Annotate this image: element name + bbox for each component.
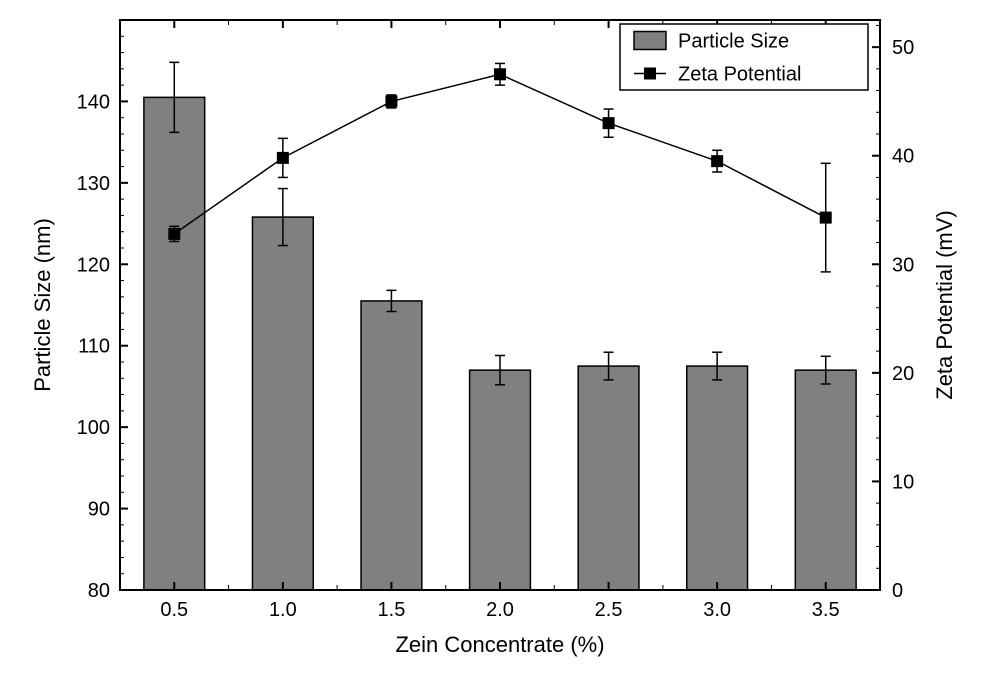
legend-label: Particle Size: [678, 31, 789, 53]
legend-swatch-bar: [634, 32, 666, 50]
y-axis-left-label: Particle Size (nm): [30, 218, 55, 392]
yleft-tick-label: 80: [88, 580, 110, 602]
x-tick-label: 2.5: [595, 599, 623, 621]
zeta-marker: [711, 155, 723, 167]
bar: [578, 366, 639, 590]
yright-tick-label: 10: [892, 471, 914, 493]
yleft-tick-label: 140: [77, 91, 110, 113]
yright-tick-label: 20: [892, 363, 914, 385]
yleft-tick-label: 120: [77, 254, 110, 276]
bar: [252, 217, 313, 590]
bar: [795, 370, 856, 590]
chart-root: 0.51.01.52.02.53.03.58090100110120130140…: [0, 0, 1000, 693]
yleft-tick-label: 130: [77, 173, 110, 195]
x-tick-label: 3.0: [703, 599, 731, 621]
yleft-tick-label: 100: [77, 417, 110, 439]
x-tick-label: 0.5: [160, 599, 188, 621]
bar: [361, 301, 422, 590]
zeta-marker: [494, 68, 506, 80]
chart-svg: 0.51.01.52.02.53.03.58090100110120130140…: [0, 0, 1000, 693]
zeta-marker: [603, 117, 615, 129]
yright-tick-label: 50: [892, 37, 914, 59]
y-axis-right-label: Zeta Potential (mV): [932, 210, 957, 400]
zeta-marker: [820, 212, 832, 224]
zeta-marker: [168, 228, 180, 240]
zeta-marker: [277, 152, 289, 164]
legend-swatch-line: [644, 68, 656, 80]
legend: Particle Size Zeta Potential: [620, 24, 868, 90]
bar: [687, 366, 748, 590]
x-tick-label: 1.5: [378, 599, 406, 621]
yright-tick-label: 0: [892, 580, 903, 602]
x-tick-label: 3.5: [812, 599, 840, 621]
yright-tick-label: 40: [892, 146, 914, 168]
x-tick-label: 2.0: [486, 599, 514, 621]
legend-label: Zeta Potential: [678, 64, 801, 86]
bar: [470, 370, 531, 590]
bar: [144, 97, 205, 590]
yleft-tick-label: 110: [78, 336, 110, 358]
yleft-tick-label: 90: [88, 499, 110, 521]
x-axis-label: Zein Concentrate (%): [395, 632, 604, 657]
x-tick-label: 1.0: [269, 599, 297, 621]
yright-tick-label: 30: [892, 254, 914, 276]
zeta-marker: [385, 95, 397, 107]
